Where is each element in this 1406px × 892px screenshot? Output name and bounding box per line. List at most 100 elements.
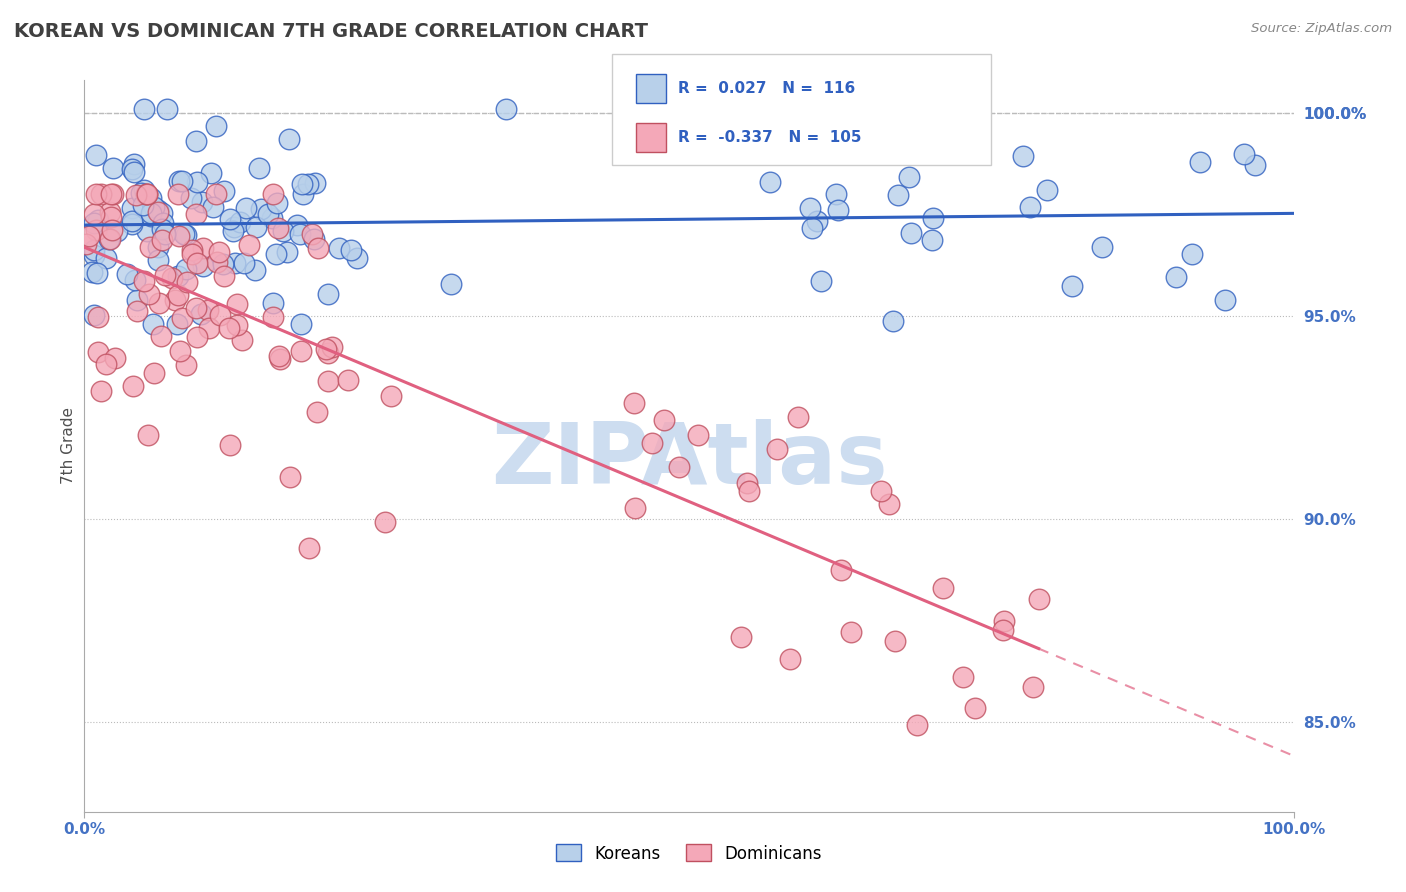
Point [197, 303, 219, 318]
Point [129, 186, 152, 200]
Point [737, 138, 759, 153]
Point [932, 581, 955, 595]
Point [1011, 149, 1033, 163]
Point [1232, 147, 1254, 161]
Point [262, 310, 284, 324]
Point [245, 263, 267, 277]
Point [132, 197, 155, 211]
Point [318, 375, 340, 389]
Point [993, 614, 1015, 628]
Point [735, 476, 758, 491]
Point [229, 215, 252, 229]
Point [900, 227, 922, 241]
Point [200, 166, 222, 180]
Point [222, 224, 245, 238]
Point [1213, 293, 1236, 308]
Point [225, 297, 247, 311]
Point [100, 223, 122, 237]
Point [83, 244, 105, 258]
Point [276, 245, 298, 260]
Point [163, 293, 186, 307]
Point [759, 175, 782, 189]
Point [138, 287, 160, 301]
Point [1181, 247, 1204, 261]
Point [993, 623, 1015, 637]
Point [136, 187, 159, 202]
Point [94, 357, 117, 371]
Point [146, 240, 169, 254]
Point [218, 438, 240, 452]
Point [887, 188, 910, 202]
Y-axis label: 7th Grade: 7th Grade [60, 408, 76, 484]
Point [1018, 200, 1040, 214]
Point [150, 222, 173, 236]
Point [262, 187, 284, 202]
Point [1091, 240, 1114, 254]
Point [304, 177, 326, 191]
Point [83, 308, 105, 322]
Point [100, 187, 122, 202]
Point [153, 227, 176, 241]
Point [380, 389, 402, 403]
Point [328, 241, 350, 255]
Point [83, 216, 105, 230]
Point [238, 237, 260, 252]
Point [315, 343, 337, 357]
Point [132, 103, 155, 117]
Point [779, 651, 801, 665]
Point [167, 288, 190, 302]
Point [316, 346, 339, 360]
Point [198, 321, 221, 335]
Point [174, 262, 197, 277]
Point [184, 134, 207, 148]
Point [148, 295, 170, 310]
Point [138, 427, 160, 442]
Point [235, 201, 257, 215]
Point [148, 204, 170, 219]
Point [231, 333, 253, 347]
Point [191, 195, 214, 210]
Point [139, 240, 162, 254]
Point [87, 310, 110, 324]
Point [652, 413, 675, 427]
Point [181, 247, 204, 261]
Text: R =  -0.337   N =  105: R = -0.337 N = 105 [678, 130, 862, 145]
Point [806, 214, 828, 228]
Point [121, 201, 143, 215]
Text: KOREAN VS DOMINICAN 7TH GRADE CORRELATION CHART: KOREAN VS DOMINICAN 7TH GRADE CORRELATIO… [14, 22, 648, 41]
Point [298, 541, 321, 555]
Point [101, 187, 124, 202]
Point [121, 217, 143, 231]
Point [191, 241, 214, 255]
Point [232, 256, 254, 270]
Point [921, 233, 943, 247]
Point [132, 274, 155, 288]
Point [1028, 592, 1050, 607]
Point [142, 317, 165, 331]
Point [174, 358, 197, 372]
Point [160, 271, 183, 285]
Point [167, 187, 190, 202]
Point [623, 395, 645, 409]
Point [307, 241, 329, 255]
Point [907, 145, 929, 159]
Point [786, 409, 808, 424]
Point [141, 206, 163, 220]
Point [143, 366, 166, 380]
Point [75, 236, 97, 251]
Point [882, 314, 904, 328]
Point [288, 227, 311, 241]
Point [898, 169, 921, 184]
Point [201, 200, 224, 214]
Point [1244, 158, 1267, 172]
Point [346, 252, 368, 266]
Point [136, 224, 159, 238]
Point [226, 318, 249, 332]
Point [278, 470, 301, 484]
Point [830, 563, 852, 577]
Point [305, 404, 328, 418]
Point [121, 161, 143, 176]
Point [169, 343, 191, 358]
Point [94, 251, 117, 265]
Point [167, 174, 190, 188]
